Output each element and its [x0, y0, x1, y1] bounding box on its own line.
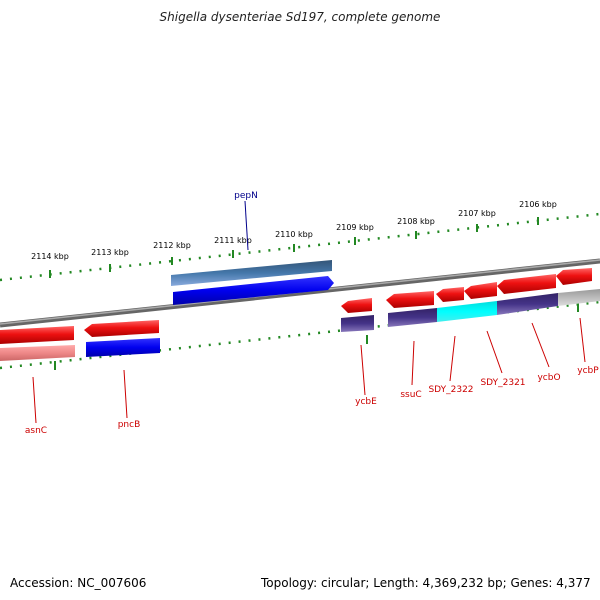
gene-ycbO-cds[interactable]	[497, 274, 556, 294]
svg-text:SDY_2321: SDY_2321	[480, 378, 525, 388]
inner-scale-track	[0, 300, 600, 370]
gene-SDY_2322-cds[interactable]	[436, 287, 464, 302]
gene-asnC-rna[interactable]	[0, 345, 75, 361]
svg-text:pepN: pepN	[234, 191, 258, 201]
kbp-tick-label: 2113 kbp	[91, 248, 129, 257]
svg-text:ycbP: ycbP	[577, 366, 599, 376]
gene-ycbE-rna[interactable]	[341, 315, 374, 332]
svg-text:ycbO: ycbO	[537, 373, 560, 383]
gene-ycbO-rna[interactable]	[497, 293, 558, 315]
kbp-tick-label: 2114 kbp	[31, 252, 69, 261]
kbp-tick-label: 2110 kbp	[275, 230, 313, 239]
gene-label-ycbE[interactable]: ycbE	[355, 344, 377, 407]
gene-pepN-cds[interactable]	[173, 276, 334, 305]
gene-ssuC-cds[interactable]	[386, 291, 434, 308]
gene-ycbP-cds[interactable]	[556, 268, 592, 285]
gene-label-SDY_2321[interactable]: SDY_2321	[480, 330, 526, 388]
kbp-ticks: 2114 kbp 2113 kbp 2112 kbp 2111 kbp 2110…	[31, 200, 557, 278]
gene-label-SDY_2322[interactable]: SDY_2322	[428, 335, 474, 395]
gene-asnC-cds[interactable]	[0, 326, 74, 344]
gene-ycbE-cds[interactable]	[341, 298, 372, 313]
svg-text:ssuC: ssuC	[400, 390, 421, 400]
gene-pncB-rna[interactable]	[86, 338, 160, 357]
genome-title: Shigella dysenteriae Sd197, complete gen…	[159, 10, 441, 24]
svg-text:SDY_2322: SDY_2322	[428, 385, 473, 395]
gene-SDY_2322-rna[interactable]	[437, 301, 497, 322]
gene-ssuC-rna[interactable]	[388, 308, 437, 327]
gene-SDY_2321-cds[interactable]	[464, 282, 497, 299]
gene-label-ycbO[interactable]: ycbO	[531, 322, 561, 383]
gene-ycbP-rna[interactable]	[558, 289, 600, 306]
kbp-tick-label: 2106 kbp	[519, 200, 557, 209]
gene-pepN-rna[interactable]	[171, 260, 332, 286]
gene-label-asnC[interactable]: asnC	[25, 376, 47, 436]
svg-text:asnC: asnC	[25, 426, 47, 436]
kbp-tick-label: 2112 kbp	[153, 241, 191, 250]
genome-summary-text: Topology: circular; Length: 4,369,232 bp…	[261, 576, 591, 590]
kbp-tick-label: 2107 kbp	[458, 209, 496, 218]
kbp-tick-label: 2109 kbp	[336, 223, 374, 232]
svg-text:pncB: pncB	[118, 420, 141, 430]
inner-scale-ticks	[54, 303, 579, 370]
kbp-tick-label: 2111 kbp	[214, 236, 252, 245]
svg-text:ycbE: ycbE	[355, 397, 377, 407]
outer-scale-track	[0, 212, 600, 282]
accession-text: Accession: NC_007606	[10, 576, 147, 590]
gene-label-pncB[interactable]: pncB	[118, 369, 141, 430]
gene-label-ssuC[interactable]: ssuC	[400, 340, 422, 400]
kbp-tick-label: 2108 kbp	[397, 217, 435, 226]
gene-label-pepN[interactable]: pepN	[234, 191, 258, 251]
gene-pncB-cds[interactable]	[84, 320, 159, 337]
gene-label-ycbP[interactable]: ycbP	[577, 317, 599, 376]
